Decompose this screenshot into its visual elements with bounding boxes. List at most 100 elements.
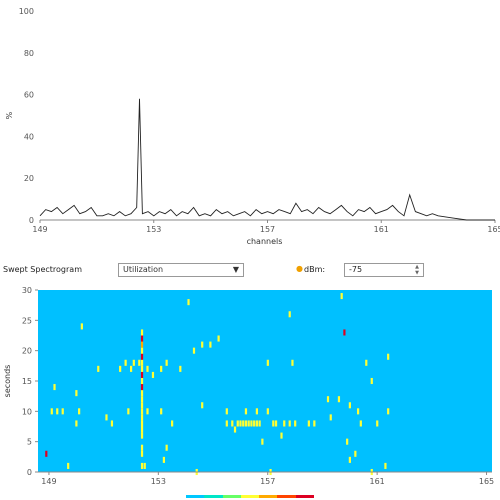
heatmap-cell [105, 414, 108, 421]
heatmap-cell [346, 438, 349, 445]
heatmap-cell [140, 365, 144, 372]
heatmap-cell [201, 341, 204, 348]
legend-swatch [186, 495, 205, 498]
heatmap-cell [294, 420, 297, 427]
heatmap-cell [387, 408, 390, 415]
heatmap-cell [140, 329, 144, 336]
heatmap-cell [288, 420, 291, 427]
heatmap-cell [78, 408, 81, 415]
heatmap-cell [110, 420, 114, 427]
heatmap-cell [192, 347, 196, 354]
y-tick-label: 0 [29, 216, 34, 225]
dbm-label: dBm: [304, 265, 326, 274]
x-tick-label: 149 [41, 477, 56, 486]
heatmap-cell [97, 365, 100, 372]
x-tick-label: 161 [374, 225, 389, 234]
heatmap-cell [384, 462, 387, 469]
heatmap-cell [140, 408, 144, 415]
heatmap-cell [160, 408, 163, 415]
heatmap-cell [348, 402, 351, 409]
heatmap-cell [132, 359, 135, 366]
heatmap-cell [244, 420, 248, 427]
heatmap-cell [365, 359, 368, 366]
heatmap-cell [61, 408, 64, 415]
heatmap-cell [140, 384, 144, 391]
heatmap-cell [67, 462, 70, 469]
y-tick-label: 100 [19, 7, 34, 16]
heatmap-cell [127, 408, 130, 415]
heatmap-cell [280, 432, 283, 439]
heatmap-cell [160, 365, 163, 372]
heatmap-cell [140, 371, 144, 378]
heatmap-cell [354, 450, 357, 457]
heatmap-cell [329, 414, 332, 421]
heatmap-cell [307, 420, 310, 427]
heatmap-cell [140, 377, 144, 385]
heatmap-cell [53, 384, 56, 391]
heatmap-background [38, 290, 492, 472]
heatmap-cell [80, 323, 83, 330]
heatmap-cell [288, 311, 291, 318]
heatmap-cell [143, 462, 146, 469]
heatmap-cell [140, 432, 144, 439]
heatmap-cell [165, 359, 168, 366]
heatmap-cell [387, 353, 390, 360]
heatmap-cell [250, 420, 253, 427]
heatmap-cell [370, 377, 373, 385]
view-select-value: Utilization [123, 265, 164, 274]
x-tick-label: 153 [146, 225, 161, 234]
heatmap-cell [50, 408, 53, 415]
heatmap-cell [140, 426, 144, 433]
heatmap-cell [225, 420, 228, 427]
heatmap-cell [201, 402, 204, 409]
dbm-stepper[interactable]: ▲ ▼ [413, 264, 421, 276]
heatmap-cell [239, 420, 242, 427]
heatmap-cell [236, 420, 239, 427]
heatmap-cell [266, 359, 269, 366]
y-tick-label: 80 [24, 49, 34, 58]
y-tick-label: 0 [27, 468, 32, 477]
heatmap-cell [138, 359, 141, 366]
y-tick-label: 40 [24, 132, 34, 141]
heatmap-cell [255, 420, 258, 427]
legend-swatch [222, 495, 241, 498]
y-tick-label: 10 [22, 407, 32, 416]
heatmap-cell [291, 359, 294, 366]
heatmap-cell [165, 444, 168, 451]
view-select[interactable]: Utilization ▼ [118, 263, 244, 277]
heatmap-cell [140, 396, 144, 403]
stepper-up-icon[interactable]: ▲ [415, 264, 419, 270]
heatmap-cell [140, 420, 144, 427]
dbm-input[interactable]: -75 ▲ ▼ [344, 263, 424, 277]
y-tick-label: 15 [22, 377, 32, 386]
heatmap-cell [233, 426, 237, 433]
required-dot-icon: ● [296, 264, 303, 273]
spectrogram-controls: Swept Spectrogram Utilization ▼ ● dBm: -… [0, 262, 500, 280]
heatmap-cell [140, 390, 144, 397]
heatmap-cell [274, 420, 278, 427]
heatmap-cell [272, 420, 275, 427]
heatmap-cell [140, 359, 144, 366]
y-tick-label: 5 [27, 438, 32, 447]
y-axis-label: % [5, 111, 14, 119]
heatmap-cell [209, 341, 212, 348]
heatmap-cell [140, 341, 144, 348]
heatmap-cell [266, 408, 269, 415]
y-tick-label: 30 [22, 286, 32, 295]
heatmap-cell [129, 365, 133, 372]
heatmap-cell [253, 420, 256, 427]
heatmap-cell [231, 420, 234, 427]
x-tick-label: 157 [260, 225, 275, 234]
stepper-down-icon[interactable]: ▼ [415, 270, 419, 276]
utilization-line-chart: 0 20 40 60 80 100 149 153 157 161 165% channels [5, 7, 500, 246]
heatmap-cell [75, 420, 78, 427]
heatmap-cell [348, 456, 351, 463]
heatmap-cell [140, 462, 144, 469]
caret-down-icon: ▼ [232, 265, 239, 274]
color-scale-legend [186, 495, 314, 498]
heatmap-cell [337, 396, 341, 403]
x-tick-label: 165 [479, 477, 494, 486]
x-tick-label: 157 [260, 477, 275, 486]
heatmap-cell [162, 456, 166, 463]
x-tick-label: 161 [369, 477, 384, 486]
